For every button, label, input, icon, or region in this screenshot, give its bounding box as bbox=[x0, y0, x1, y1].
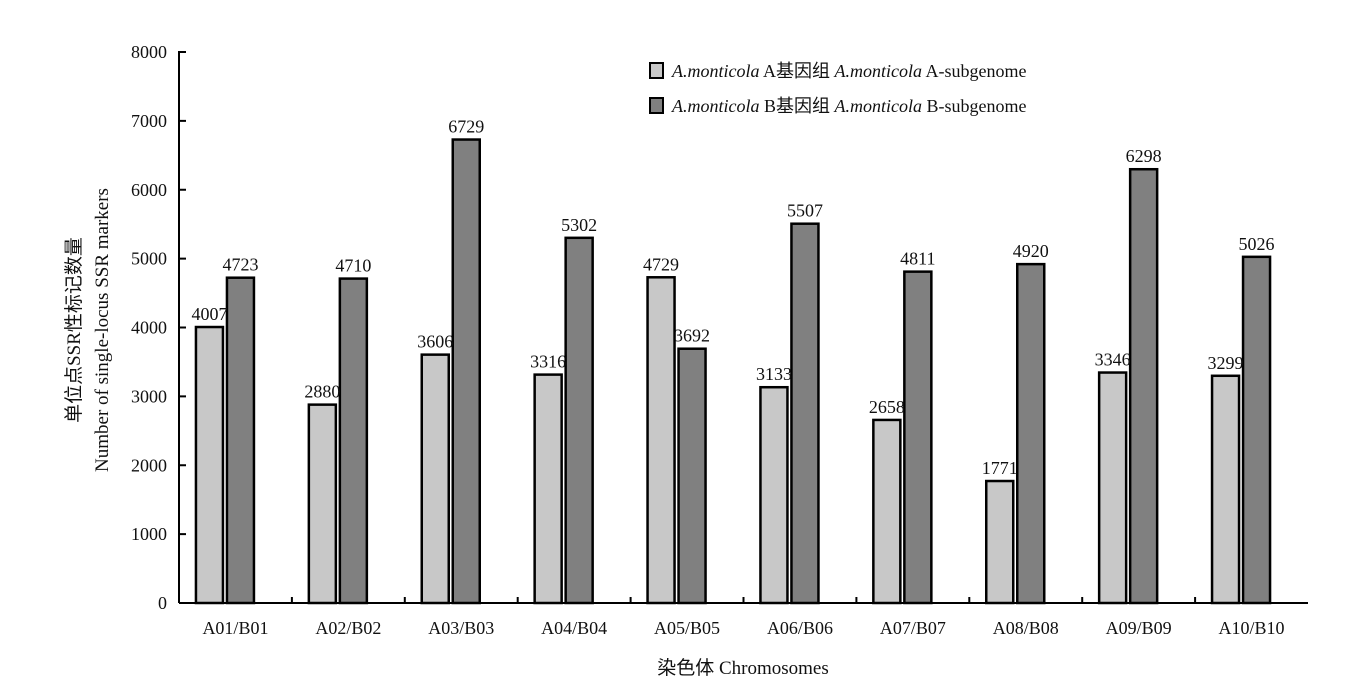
y-tick-label: 2000 bbox=[131, 455, 167, 475]
y-tick-label: 1000 bbox=[131, 524, 167, 544]
bar-b-subgenome bbox=[1016, 262, 1046, 605]
y-tick-label: 0 bbox=[158, 593, 167, 613]
bar-a-subgenome bbox=[420, 353, 450, 605]
bar-b-subgenome bbox=[903, 270, 933, 605]
bar-b-subgenome bbox=[790, 222, 820, 605]
bar-b-subgenome bbox=[451, 138, 481, 605]
legend-entry: A.monticola A基因组 A.monticola A-subgenome bbox=[671, 61, 1027, 81]
value-label-a: 3606 bbox=[417, 332, 453, 352]
legend-swatch bbox=[649, 97, 664, 114]
value-label-b: 4811 bbox=[900, 249, 935, 269]
legend-entry: A.monticola B基因组 A.monticola B-subgenome bbox=[671, 96, 1027, 116]
y-tick-label: 4000 bbox=[131, 318, 167, 338]
value-label-a: 2880 bbox=[304, 382, 340, 402]
value-label-b: 5507 bbox=[787, 201, 823, 221]
bar-a-subgenome bbox=[872, 418, 902, 605]
x-tick-label: A04/B04 bbox=[541, 618, 607, 638]
x-tick-label: A10/B10 bbox=[1219, 618, 1285, 638]
value-label-a: 3316 bbox=[530, 352, 566, 372]
value-label-a: 3133 bbox=[756, 364, 792, 384]
value-label-b: 6298 bbox=[1126, 146, 1162, 166]
bar-b-subgenome bbox=[677, 347, 707, 605]
x-tick-label: A02/B02 bbox=[315, 618, 381, 638]
bar-a-subgenome bbox=[307, 403, 338, 605]
y-tick-label: 7000 bbox=[131, 111, 167, 131]
value-label-b: 5026 bbox=[1239, 234, 1275, 254]
axes: 0 1000 2000 3000 4000 5000 6000 7000 8000 A01/B01… bbox=[131, 42, 1308, 638]
value-label-a: 2658 bbox=[869, 397, 905, 417]
x-axis-title: 染色体 Chromosomes bbox=[657, 657, 829, 679]
x-tick-label: A06/B06 bbox=[767, 618, 833, 638]
value-label-b: 4710 bbox=[335, 256, 371, 276]
value-label-a: 4729 bbox=[643, 254, 679, 274]
x-tick-label: A09/B09 bbox=[1106, 618, 1172, 638]
value-label-a: 1771 bbox=[982, 458, 1018, 478]
y-tick-label: 8000 bbox=[131, 42, 167, 62]
value-label-b: 3692 bbox=[674, 326, 710, 346]
value-label-b: 6729 bbox=[448, 117, 484, 137]
bars bbox=[194, 138, 1272, 605]
bar-b-subgenome bbox=[225, 276, 256, 605]
bar-a-subgenome bbox=[1097, 371, 1128, 605]
value-label-a: 4007 bbox=[191, 304, 227, 324]
legend: A.monticola A基因组 A.monticola A-subgenome… bbox=[649, 61, 1027, 116]
bar-b-subgenome bbox=[1241, 255, 1272, 605]
y-tick-label: 6000 bbox=[131, 180, 167, 200]
x-tick-label: A01/B01 bbox=[202, 618, 268, 638]
bar-b-subgenome bbox=[338, 277, 369, 605]
value-labels: 4007 4723 2880 4710 3606 6729 3316 5302 4729 3692… bbox=[191, 117, 1274, 478]
x-tick-label: A05/B05 bbox=[654, 618, 720, 638]
value-label-b: 4920 bbox=[1013, 241, 1049, 261]
x-tick-label: A03/B03 bbox=[428, 618, 494, 638]
bar-a-subgenome bbox=[1210, 374, 1241, 605]
legend-swatch bbox=[649, 62, 664, 79]
bar-a-subgenome bbox=[194, 325, 225, 605]
value-label-b: 4723 bbox=[222, 255, 258, 275]
bar-a-subgenome bbox=[985, 479, 1015, 605]
bar-a-subgenome bbox=[759, 385, 789, 605]
y-tick-label: 5000 bbox=[131, 249, 167, 269]
y-axis-title-chinese: 单位点SSR性标记数量 bbox=[63, 237, 85, 423]
value-label-a: 3346 bbox=[1095, 350, 1131, 370]
bar-a-subgenome bbox=[646, 276, 676, 605]
bar-b-subgenome bbox=[564, 236, 594, 605]
bar-b-subgenome bbox=[1128, 167, 1159, 605]
x-tick-label: A08/B08 bbox=[993, 618, 1059, 638]
x-tick-label: A07/B07 bbox=[880, 618, 946, 638]
bar-a-subgenome bbox=[533, 373, 563, 605]
value-label-a: 3299 bbox=[1208, 353, 1244, 373]
value-label-b: 5302 bbox=[561, 215, 597, 235]
y-tick-label: 3000 bbox=[131, 386, 167, 406]
y-axis-title-english: Number of single-locus SSR markers bbox=[92, 188, 113, 472]
